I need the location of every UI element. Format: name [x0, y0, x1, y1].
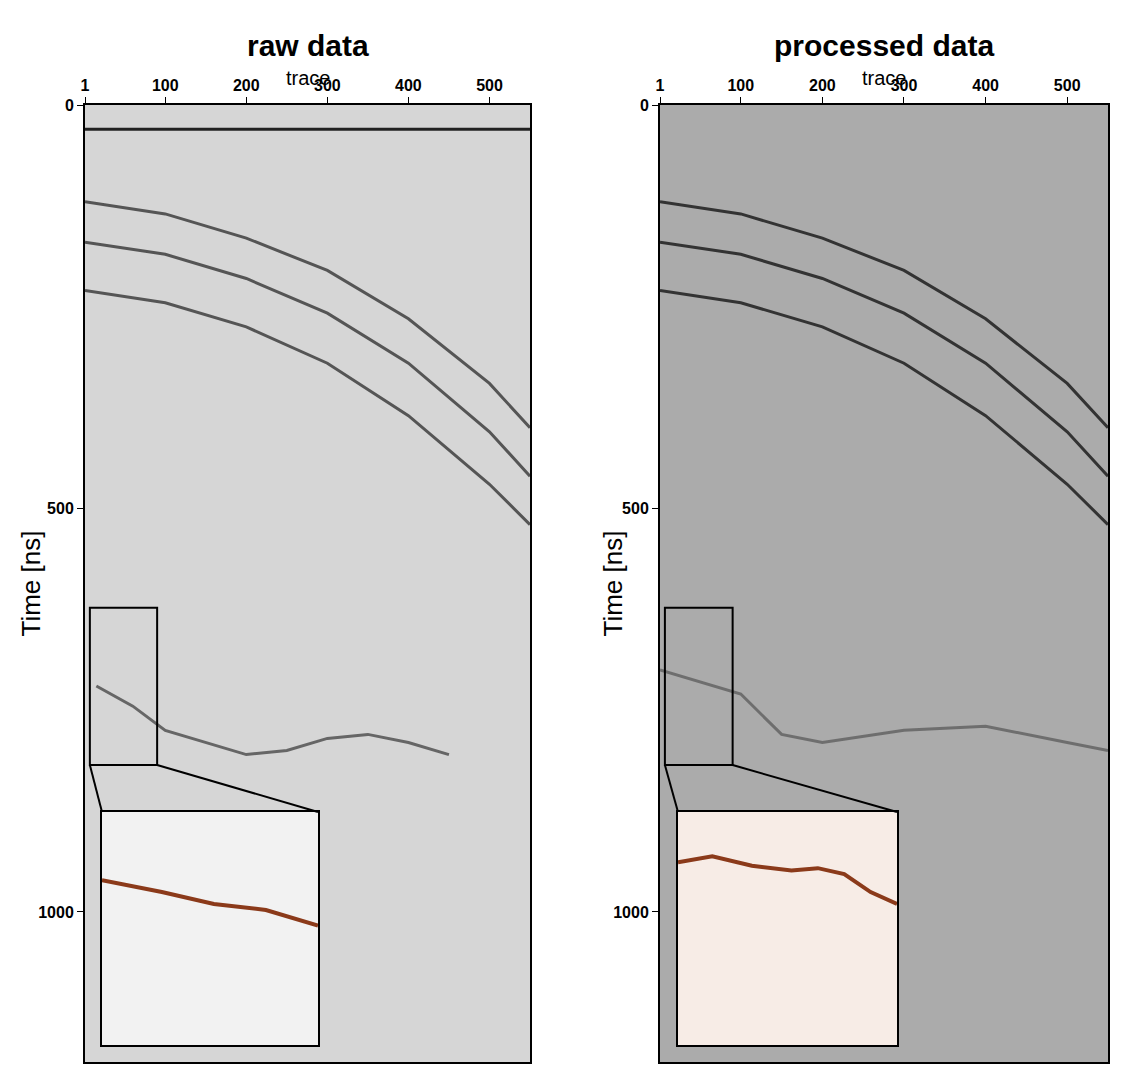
svg-text:500: 500 [476, 77, 503, 94]
svg-text:100: 100 [152, 77, 179, 94]
svg-text:trace: trace [286, 67, 330, 89]
svg-text:1000: 1000 [613, 904, 649, 921]
svg-text:300: 300 [314, 77, 341, 94]
svg-text:400: 400 [972, 77, 999, 94]
svg-text:500: 500 [47, 500, 74, 517]
svg-text:100: 100 [727, 77, 754, 94]
svg-text:400: 400 [395, 77, 422, 94]
svg-text:1: 1 [81, 77, 90, 94]
svg-text:200: 200 [233, 77, 260, 94]
svg-text:raw data: raw data [247, 29, 369, 62]
svg-text:500: 500 [1054, 77, 1081, 94]
svg-text:300: 300 [891, 77, 918, 94]
svg-text:500: 500 [622, 500, 649, 517]
svg-text:0: 0 [640, 97, 649, 114]
svg-text:Time [ns]: Time [ns] [16, 531, 46, 637]
svg-text:Time [ns]: Time [ns] [598, 531, 628, 637]
svg-text:trace: trace [862, 67, 906, 89]
svg-text:processed data: processed data [774, 29, 994, 62]
svg-text:0: 0 [65, 97, 74, 114]
svg-text:1000: 1000 [38, 904, 74, 921]
svg-text:200: 200 [809, 77, 836, 94]
svg-text:1: 1 [656, 77, 665, 94]
